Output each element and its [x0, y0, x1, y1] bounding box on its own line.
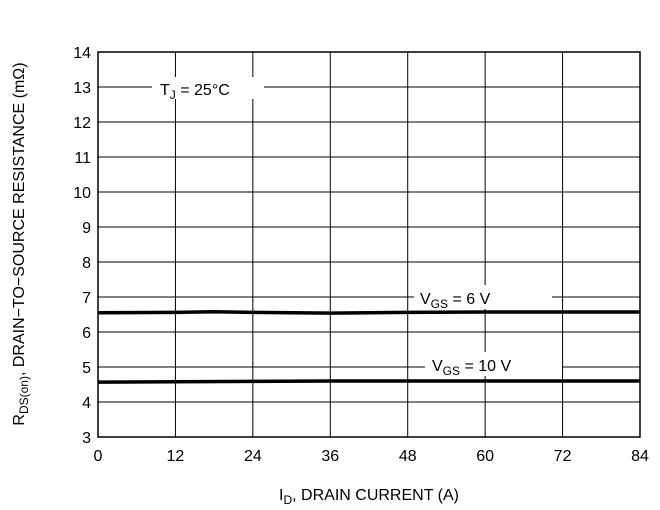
grid [98, 52, 640, 437]
y-tick-label: 6 [82, 325, 91, 342]
x-tick-label: 48 [399, 448, 417, 465]
y-tick-label: 5 [82, 360, 91, 377]
series-label-backdrop-10v [425, 352, 562, 376]
y-tick-label: 7 [82, 290, 91, 307]
series-label-vgs-10v: VGS = 10 V [432, 358, 511, 378]
series-line-2 [97, 379, 640, 384]
x-tick-label: 0 [94, 448, 103, 465]
y-tick-label: 10 [73, 185, 91, 202]
x-tick-label: 36 [321, 448, 339, 465]
y-tick-label: 4 [82, 395, 91, 412]
y-tick-label: 12 [73, 115, 91, 132]
series-layer [97, 309, 640, 384]
x-ticks: 0 12 24 36 48 60 72 84 [94, 448, 649, 465]
y-tick-label: 14 [73, 45, 91, 62]
y-tick-label: 9 [82, 220, 91, 237]
y-tick-label: 13 [73, 80, 91, 97]
x-axis-label: ID, DRAIN CURRENT (A) [279, 487, 459, 507]
temperature-annotation: TJ = 25°C [160, 82, 230, 102]
plot-frame [97, 51, 641, 438]
series-label-vgs-6v: VGS = 6 V [420, 291, 491, 311]
y-tick-label: 8 [82, 255, 91, 272]
y-ticks: 3 4 5 6 7 8 9 10 11 12 13 14 [73, 45, 91, 447]
x-tick-label: 24 [244, 448, 262, 465]
y-axis-label: RDS(on), DRAIN−TO−SOURCE RESISTANCE (mΩ) [11, 62, 31, 425]
y-tick-label: 3 [82, 430, 91, 447]
series-label-backdrop-6v [414, 285, 552, 309]
series-line-1 [97, 309, 640, 315]
y-tick-label: 11 [74, 150, 91, 167]
x-tick-label: 84 [631, 448, 649, 465]
x-tick-label: 60 [476, 448, 494, 465]
annotation-backdrop [152, 77, 264, 99]
x-tick-label: 12 [167, 448, 185, 465]
x-tick-label: 72 [554, 448, 572, 465]
